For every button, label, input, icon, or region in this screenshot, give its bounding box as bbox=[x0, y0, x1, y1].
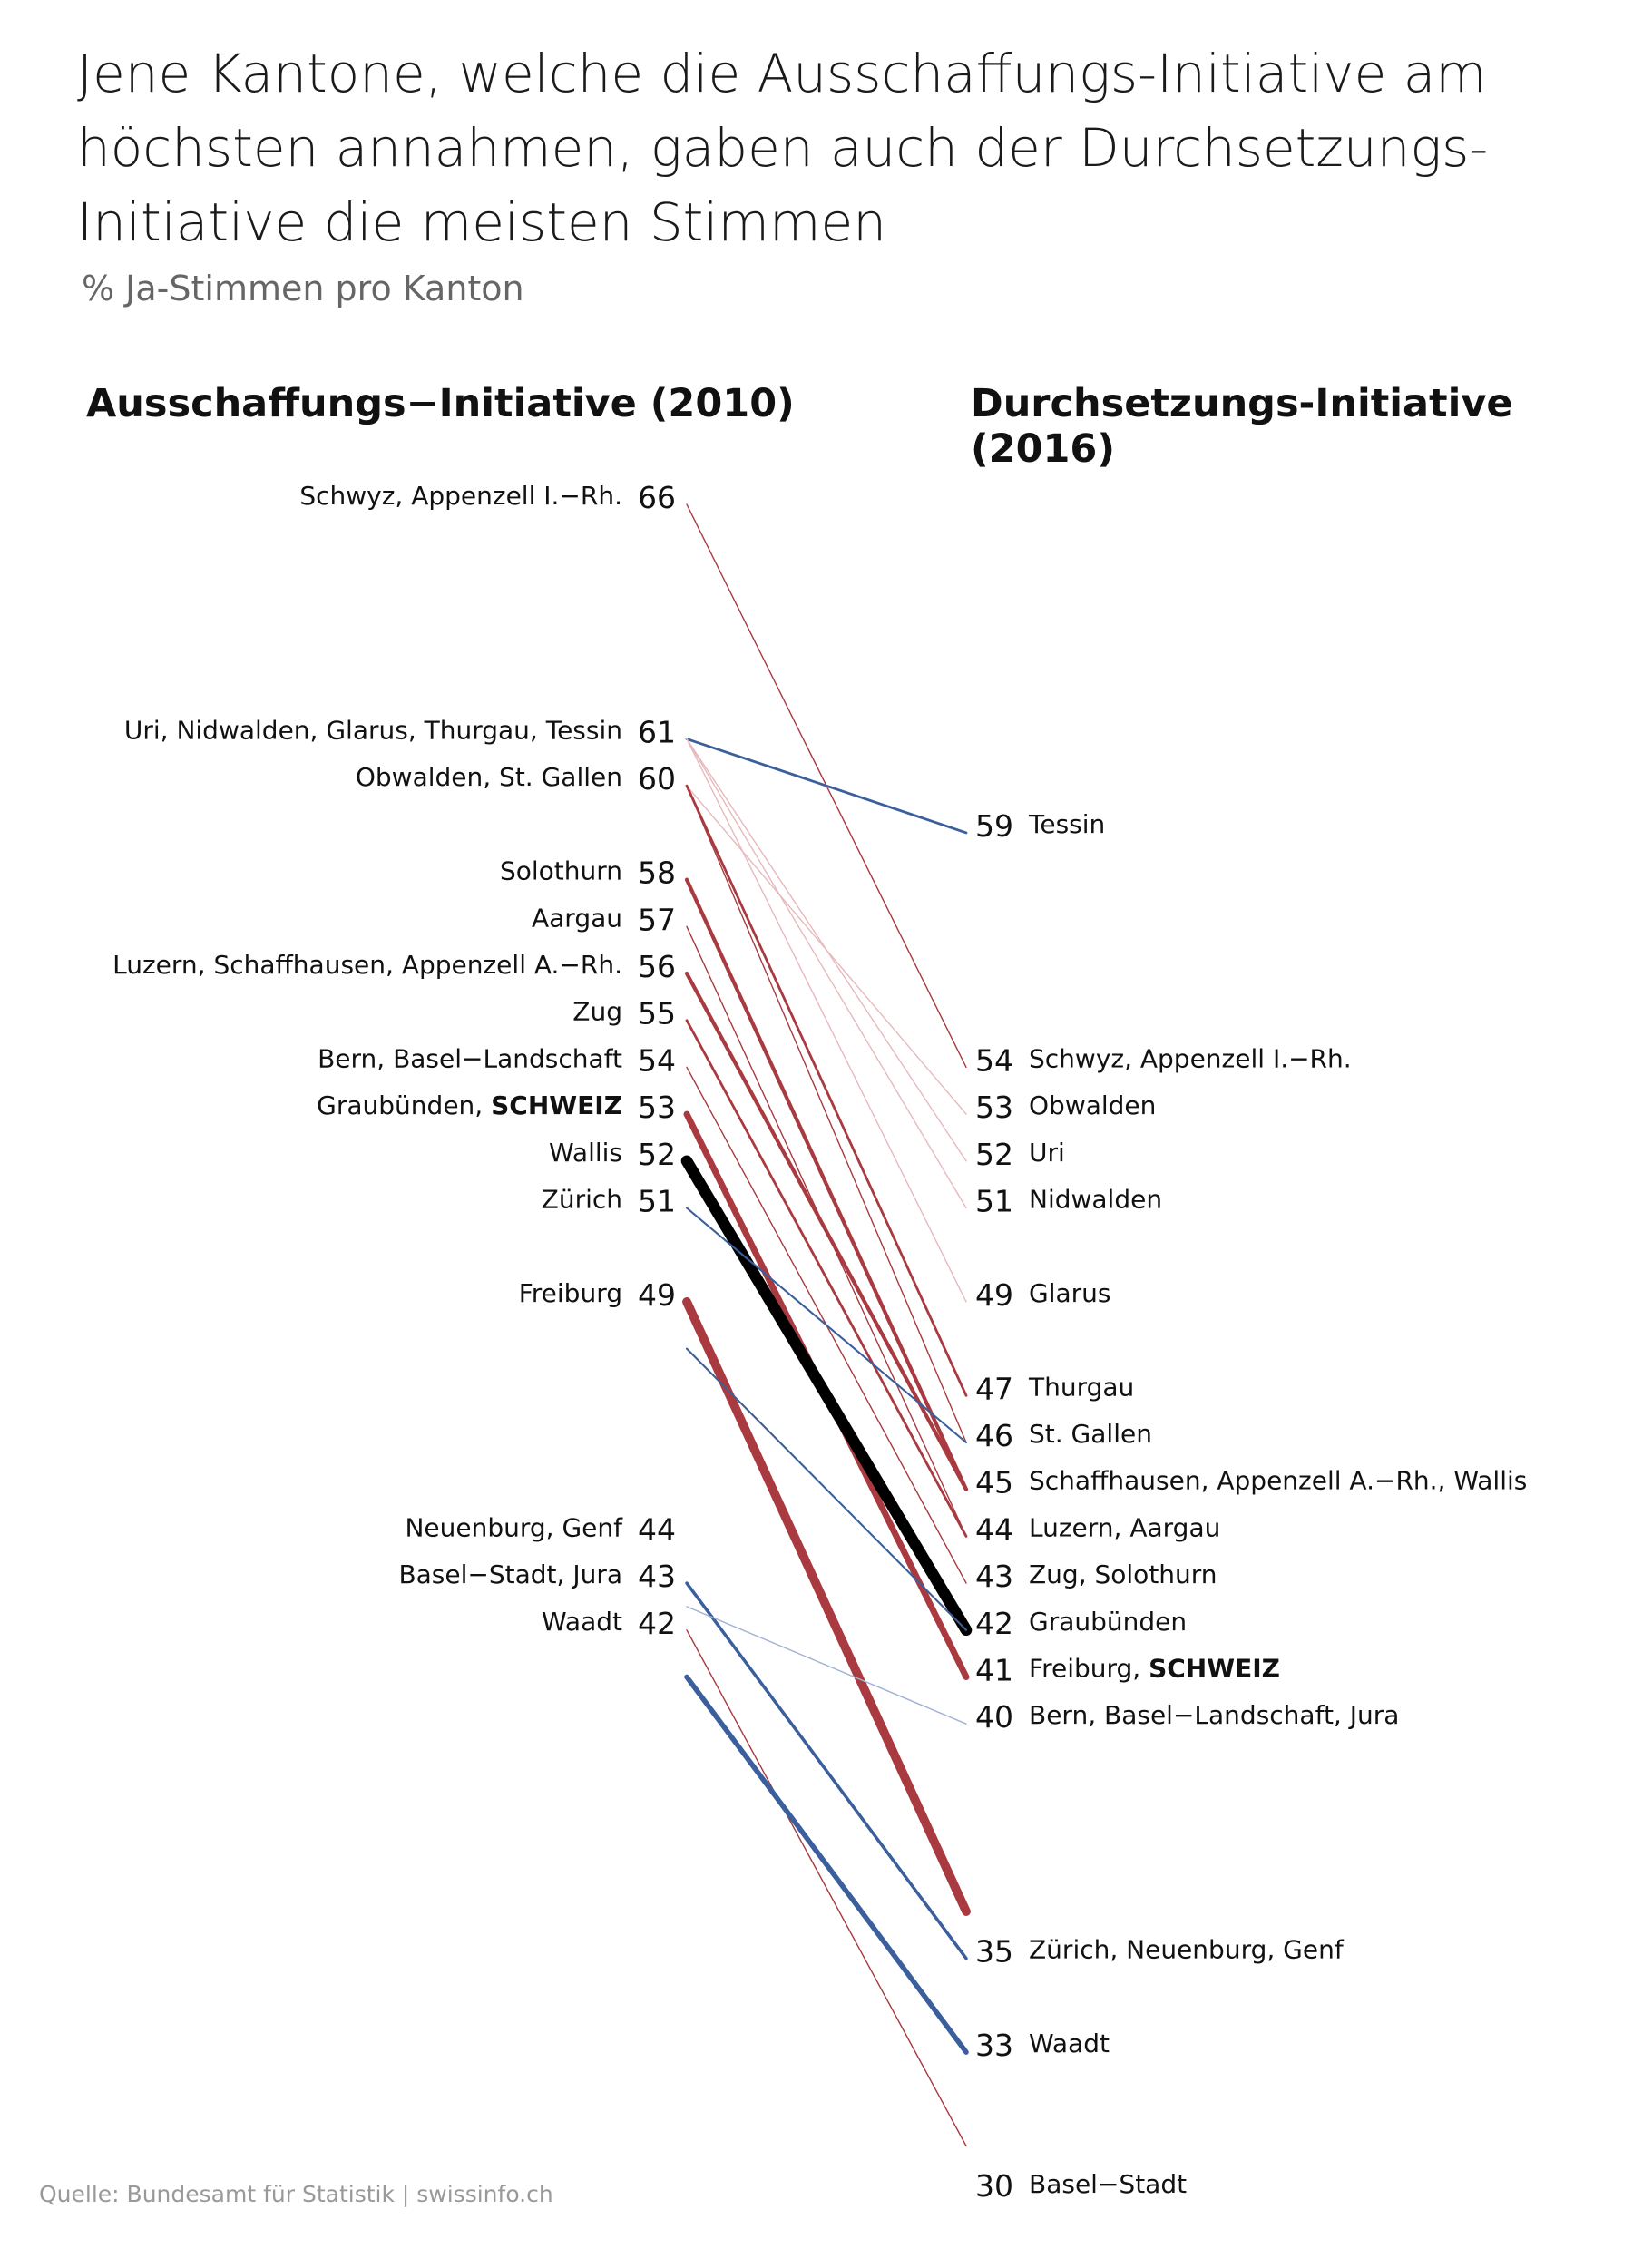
right-value-label: 42 bbox=[975, 1606, 1013, 1641]
left-value-label: 57 bbox=[638, 902, 676, 937]
left-value-label: 44 bbox=[638, 1511, 676, 1547]
right-canton-label: Bern, Basel−Landschaft, Jura bbox=[1029, 1700, 1399, 1730]
left-canton-label: Wallis bbox=[549, 1138, 622, 1168]
right-value-label: 35 bbox=[975, 1934, 1013, 1970]
left-value-label: 61 bbox=[638, 715, 676, 750]
left-value-label: 55 bbox=[638, 996, 676, 1031]
left-canton-label: Bern, Basel−Landschaft bbox=[318, 1043, 622, 1073]
left-canton-label: Schwyz, Appenzell I.−Rh. bbox=[299, 481, 622, 511]
right-canton-label: Schaffhausen, Appenzell A.−Rh., Wallis bbox=[1029, 1466, 1527, 1496]
right-value-label: 44 bbox=[975, 1511, 1013, 1547]
slope-line bbox=[685, 1347, 968, 1631]
slope-line bbox=[686, 1606, 967, 1725]
left-canton-label: Solothurn bbox=[500, 856, 622, 886]
slope-line bbox=[686, 785, 967, 1443]
right-canton-label: Waadt bbox=[1029, 2028, 1110, 2058]
chart-subtitle: % Ja-Stimmen pro Kanton bbox=[82, 269, 524, 308]
right-value-label: 53 bbox=[975, 1090, 1013, 1125]
right-canton-label: Luzern, Aargau bbox=[1029, 1512, 1220, 1542]
left-canton-label: Graubünden, SCHWEIZ bbox=[317, 1090, 622, 1120]
left-canton-label: Obwalden, St. Gallen bbox=[356, 762, 622, 792]
slope-line bbox=[685, 1581, 968, 1960]
right-canton-label: Graubünden bbox=[1029, 1607, 1187, 1637]
left-canton-label: Basel−Stadt, Jura bbox=[398, 1559, 622, 1589]
right-value-label: 46 bbox=[975, 1418, 1013, 1453]
slope-line bbox=[686, 738, 967, 1209]
right-value-label: 54 bbox=[975, 1042, 1013, 1078]
left-value-label: 43 bbox=[638, 1559, 676, 1594]
right-canton-label: Schwyz, Appenzell I.−Rh. bbox=[1029, 1043, 1352, 1073]
right-value-label: 43 bbox=[975, 1559, 1013, 1594]
slope-line bbox=[686, 738, 967, 1303]
source-note: Quelle: Bundesamt für Statistik | swissi… bbox=[39, 2181, 553, 2207]
left-value-label: 42 bbox=[638, 1606, 676, 1641]
slope-line bbox=[686, 1629, 967, 2147]
right-value-label: 41 bbox=[975, 1653, 1013, 1688]
left-value-label: 51 bbox=[638, 1184, 676, 1219]
right-canton-label: Uri bbox=[1029, 1138, 1065, 1168]
chart-title: Jene Kantone, welche die Ausschaffungs-I… bbox=[77, 43, 1489, 253]
right-canton-label: Thurgau bbox=[1028, 1372, 1134, 1402]
slope-line bbox=[680, 1155, 973, 1637]
right-value-label: 59 bbox=[975, 808, 1013, 844]
left-canton-label: Luzern, Schaffhausen, Appenzell A.−Rh. bbox=[112, 950, 622, 980]
left-canton-label: Aargau bbox=[532, 903, 622, 933]
slope-line bbox=[685, 1019, 968, 1538]
left-canton-label: Uri, Nidwalden, Glarus, Thurgau, Tessin bbox=[124, 716, 622, 746]
left-value-label: 56 bbox=[638, 949, 676, 984]
slope-line bbox=[685, 738, 968, 835]
left-value-label: 49 bbox=[638, 1277, 676, 1313]
left-value-label: 52 bbox=[638, 1137, 676, 1172]
right-canton-label: Obwalden bbox=[1029, 1090, 1156, 1120]
left-value-label: 54 bbox=[638, 1042, 676, 1078]
slope-line bbox=[682, 1297, 971, 1916]
left-canton-label: Waadt bbox=[542, 1607, 622, 1637]
left-canton-label: Freiburg bbox=[519, 1278, 622, 1308]
right-canton-label: St. Gallen bbox=[1029, 1419, 1152, 1449]
left-value-label: 58 bbox=[638, 855, 676, 891]
right-canton-label: Zug, Solothurn bbox=[1029, 1559, 1217, 1589]
left-value-label: 66 bbox=[638, 480, 676, 515]
right-value-label: 30 bbox=[975, 2168, 1013, 2204]
left-canton-label: Zug bbox=[572, 997, 622, 1027]
right-canton-label: Tessin bbox=[1028, 809, 1105, 839]
slope-line bbox=[686, 785, 967, 1115]
left-value-label: 60 bbox=[638, 761, 676, 797]
right-column-header: Durchsetzungs-Initiative (2016) bbox=[971, 381, 1513, 472]
right-value-label: 52 bbox=[975, 1137, 1013, 1172]
slope-line bbox=[685, 1207, 968, 1444]
right-value-label: 40 bbox=[975, 1699, 1013, 1735]
left-column-header: Ausschaffungs−Initiative (2010) bbox=[86, 381, 795, 426]
left-value-label: 53 bbox=[638, 1090, 676, 1125]
right-canton-label: Freiburg, SCHWEIZ bbox=[1029, 1654, 1280, 1684]
right-value-label: 51 bbox=[975, 1184, 1013, 1219]
right-canton-label: Zürich, Neuenburg, Genf bbox=[1029, 1935, 1345, 1965]
right-value-label: 47 bbox=[975, 1371, 1013, 1406]
slope-line bbox=[684, 877, 969, 1491]
right-value-label: 33 bbox=[975, 2028, 1013, 2063]
left-canton-label: Zürich bbox=[542, 1185, 622, 1215]
slope-line bbox=[684, 1674, 969, 2055]
right-canton-label: Glarus bbox=[1029, 1278, 1110, 1308]
left-canton-label: Neuenburg, Genf bbox=[405, 1512, 623, 1542]
right-value-label: 49 bbox=[975, 1277, 1013, 1313]
right-value-label: 45 bbox=[975, 1465, 1013, 1501]
right-canton-label: Nidwalden bbox=[1029, 1185, 1162, 1215]
slope-line bbox=[685, 784, 968, 1397]
right-canton-label: Basel−Stadt bbox=[1029, 2169, 1187, 2199]
